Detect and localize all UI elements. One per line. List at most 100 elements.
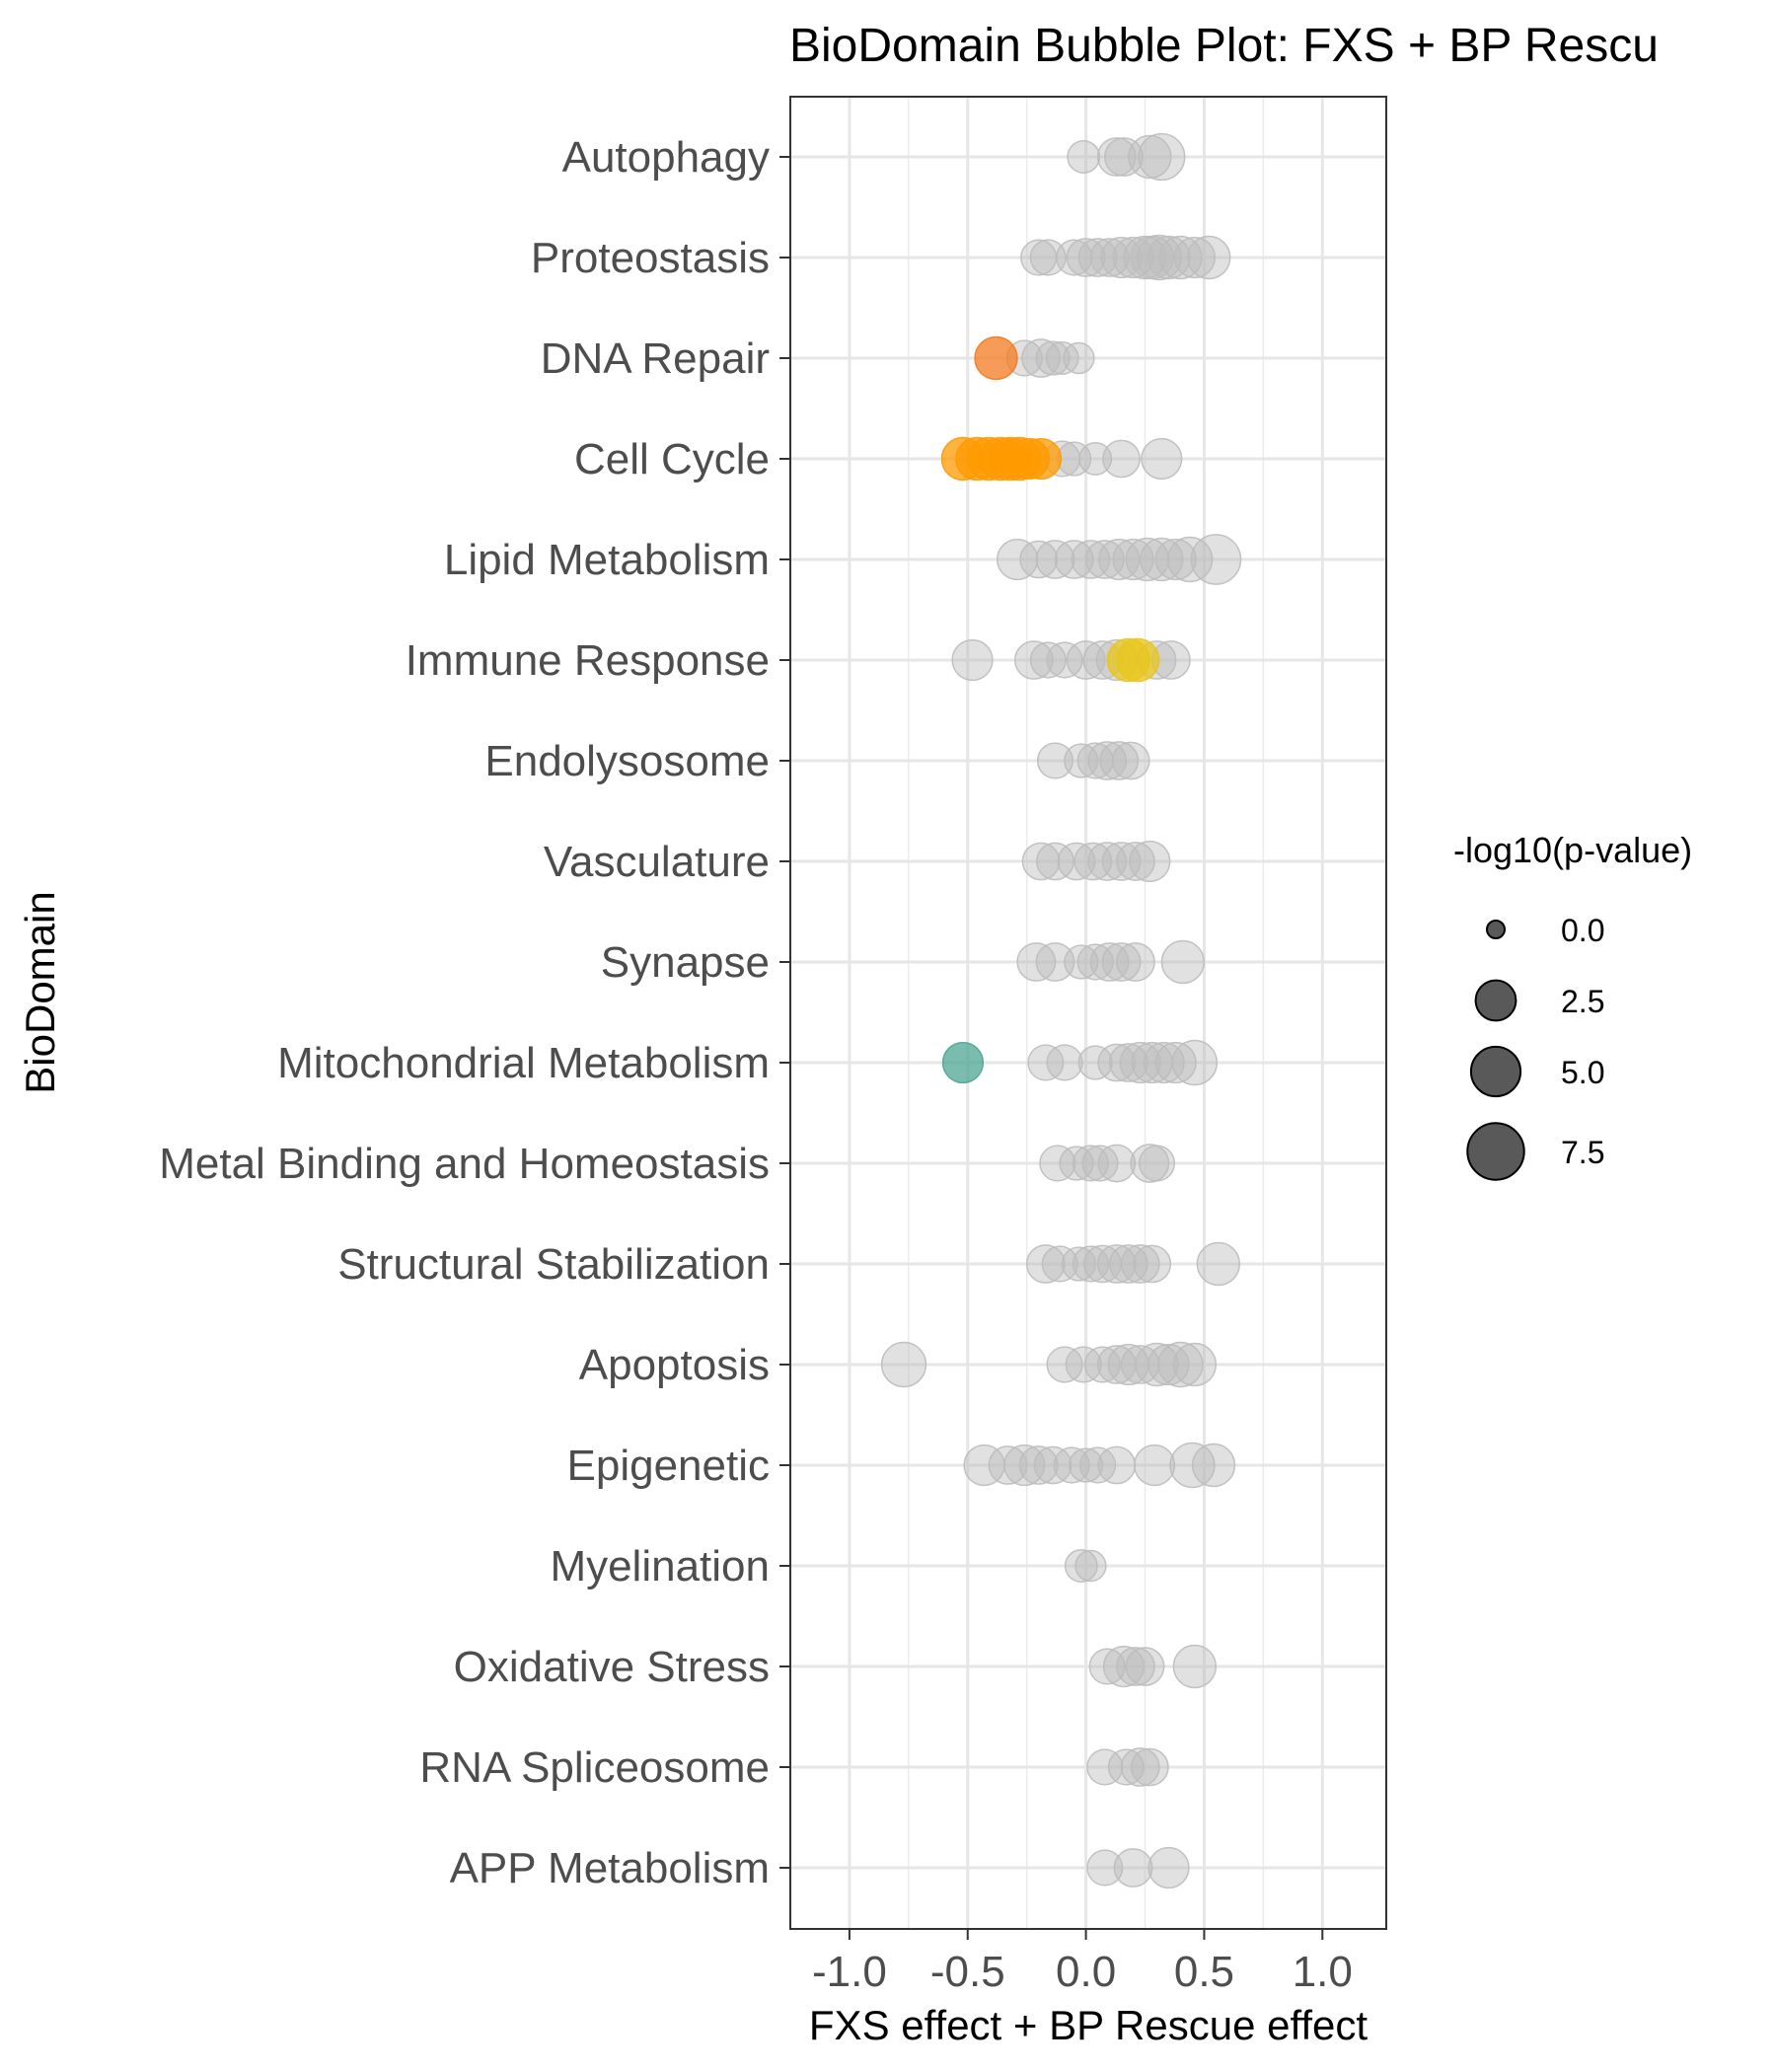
data-point xyxy=(1046,1346,1083,1383)
data-point xyxy=(1190,534,1242,585)
data-point xyxy=(1036,842,1074,881)
data-point xyxy=(1100,236,1143,279)
data-point xyxy=(1116,942,1155,982)
data-point xyxy=(1101,842,1142,881)
data-point xyxy=(1113,1848,1153,1887)
data-point xyxy=(1077,1045,1113,1080)
data-point xyxy=(1133,1244,1172,1284)
data-point xyxy=(1172,1644,1218,1689)
data-point xyxy=(1025,1244,1066,1284)
data-point xyxy=(1054,540,1094,579)
legend-key-circle xyxy=(1486,920,1506,939)
data-point xyxy=(1033,1445,1073,1485)
legend-key-circle xyxy=(1474,979,1517,1022)
y-tick-label: Metal Binding and Homeostasis xyxy=(159,1140,770,1188)
y-tick-label: Vasculature xyxy=(544,838,770,886)
data-point xyxy=(1087,741,1128,780)
y-tick-label: Oxidative Stress xyxy=(454,1643,770,1691)
data-point xyxy=(1154,1041,1197,1084)
grid-lines xyxy=(790,97,1386,1929)
data-point xyxy=(1065,1346,1102,1383)
data-point xyxy=(1067,140,1101,174)
plot-panel xyxy=(789,96,1387,1930)
data-point xyxy=(1096,1244,1137,1284)
data-point xyxy=(1129,840,1171,883)
data-point xyxy=(1046,641,1083,679)
data-point xyxy=(1003,1443,1046,1487)
legend-key-circle xyxy=(1469,1045,1522,1098)
data-point xyxy=(1029,239,1067,276)
data-point xyxy=(1086,1849,1124,1887)
plot-panel-border xyxy=(789,96,1387,1930)
data-point xyxy=(1143,1041,1185,1084)
data-point xyxy=(1021,842,1061,881)
data-point xyxy=(1036,742,1074,779)
y-tick-label: DNA Repair xyxy=(541,334,770,383)
data-point xyxy=(1064,1549,1098,1583)
data-point xyxy=(1141,437,1183,481)
legend-key-circle xyxy=(1466,1122,1525,1181)
size-legend: -log10(p-value) 0.0 2.5 5.0 7.5 xyxy=(1453,830,1692,1181)
data-point xyxy=(1138,132,1186,182)
data-point xyxy=(1021,338,1061,378)
data-point xyxy=(941,1041,985,1084)
data-point xyxy=(1035,340,1071,376)
data-point xyxy=(1035,942,1075,982)
data-point xyxy=(1133,1443,1176,1487)
legend-items: 0.0 2.5 5.0 7.5 xyxy=(1466,913,1604,1181)
data-point xyxy=(951,638,994,682)
chart-title: BioDomain Bubble Plot: FXS + BP Rescu xyxy=(789,20,1659,72)
data-point xyxy=(1097,1445,1137,1485)
data-point xyxy=(1041,1245,1078,1283)
data-point xyxy=(1078,442,1113,476)
y-tick-label: Immune Response xyxy=(406,636,770,685)
data-point xyxy=(1119,1041,1161,1084)
data-point xyxy=(1097,1144,1137,1183)
data-point xyxy=(1074,1549,1107,1583)
legend-key-label: 2.5 xyxy=(1561,984,1604,1019)
data-point xyxy=(1171,1039,1219,1086)
data-point xyxy=(1104,137,1144,177)
data-point xyxy=(1068,1447,1104,1483)
y-tick-label: APP Metabolism xyxy=(450,1844,770,1892)
data-point xyxy=(1019,437,1063,481)
data-point xyxy=(1081,1145,1119,1182)
data-point xyxy=(1053,1446,1090,1484)
data-points xyxy=(880,132,1242,1889)
data-point xyxy=(1057,842,1096,881)
y-tick-label: Autophagy xyxy=(562,133,770,182)
y-tick-label: Myelination xyxy=(550,1542,770,1591)
data-point xyxy=(1086,1748,1124,1786)
data-point xyxy=(1172,1342,1218,1387)
data-point xyxy=(1108,1244,1148,1284)
data-point xyxy=(1013,640,1054,680)
data-point xyxy=(1116,637,1160,683)
data-point xyxy=(1166,536,1214,583)
data-point xyxy=(1101,942,1142,982)
legend-key-label: 5.0 xyxy=(1561,1055,1604,1090)
data-point xyxy=(1147,1343,1190,1386)
data-point xyxy=(1102,1645,1146,1688)
data-point xyxy=(1019,540,1059,579)
data-point xyxy=(1066,640,1106,680)
data-point xyxy=(1160,939,1206,985)
data-point xyxy=(1089,238,1130,277)
data-point xyxy=(1066,238,1106,277)
data-point xyxy=(1147,1846,1190,1889)
y-tick-label: Apoptosis xyxy=(579,1341,770,1389)
data-point xyxy=(880,1341,927,1388)
data-point xyxy=(1029,641,1067,679)
data-point xyxy=(1099,741,1140,780)
x-tick-label: -1.0 xyxy=(812,1948,887,1996)
data-point xyxy=(1102,439,1141,479)
data-point xyxy=(1087,842,1128,881)
y-tick-label: Epigenetic xyxy=(567,1442,770,1490)
y-tick-label: Endolysosome xyxy=(484,737,770,785)
data-point xyxy=(1077,238,1118,277)
data-point xyxy=(1135,1342,1179,1387)
y-tick-label: Proteostasis xyxy=(531,234,770,282)
data-point xyxy=(1018,1445,1059,1485)
x-tick-label: 0.0 xyxy=(1056,1948,1116,1996)
data-point xyxy=(988,1445,1028,1485)
